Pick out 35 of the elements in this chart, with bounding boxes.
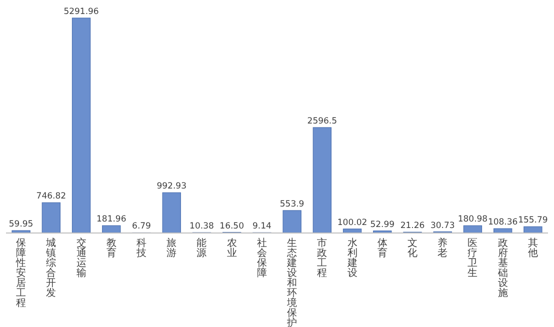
data-label: 59.95	[8, 220, 34, 230]
x-tick-label: 教育	[106, 238, 116, 259]
data-label: 6.79	[132, 222, 151, 232]
x-tick-label: 文化	[408, 237, 418, 259]
data-label: 52.99	[370, 220, 395, 230]
data-label: 155.79	[518, 216, 548, 226]
data-label: 992.93	[156, 182, 186, 192]
data-label: 10.38	[190, 222, 214, 232]
data-label: 5291.96	[64, 7, 99, 17]
data-label: 181.96	[96, 214, 126, 225]
x-tick-label: 能源	[196, 237, 207, 259]
data-label: 30.73	[430, 220, 455, 231]
x-tick-label: 体育	[377, 237, 388, 259]
x-tick-label: 社会保障	[256, 237, 267, 279]
x-tick-label: 旅游	[166, 237, 177, 259]
x-tick-label: 市政工程	[317, 237, 328, 279]
data-label: 21.26	[400, 221, 425, 232]
data-label: 16.50	[220, 221, 244, 232]
x-tick-label: 交通运输	[76, 237, 86, 279]
data-label: 100.02	[337, 218, 368, 228]
data-label: 746.82	[36, 192, 66, 202]
data-label: 553.9	[280, 199, 304, 210]
x-tick-label: 其他	[528, 237, 538, 259]
x-tick-label: 农业	[226, 238, 237, 259]
data-label: 180.98	[458, 214, 488, 225]
data-label: 2596.5	[307, 116, 338, 127]
x-tick-label: 城镇综合开发	[45, 237, 56, 299]
x-tick-label: 保障性安居工程	[15, 238, 26, 309]
x-tick-label: 水利建设	[346, 237, 358, 279]
x-tick-label: 政府基础设施	[496, 238, 508, 299]
x-tick-label: 科技	[136, 237, 146, 259]
x-tick-label: 养老	[438, 237, 448, 259]
x-tick-label: 医疗卫生	[468, 238, 478, 279]
data-label: 108.36	[488, 218, 518, 228]
data-label: 9.14	[252, 222, 272, 232]
